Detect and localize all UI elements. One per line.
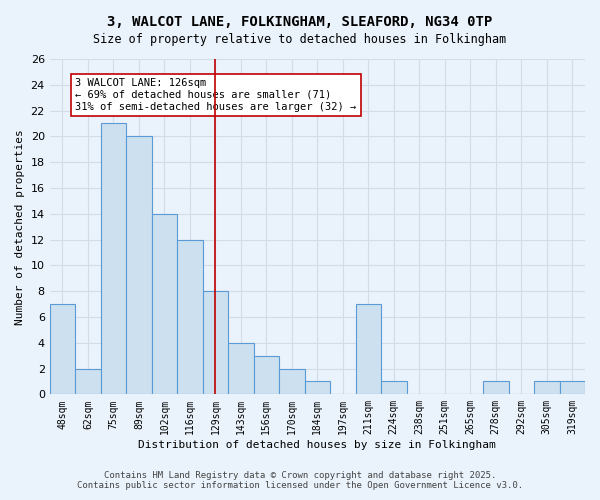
Bar (152, 214, 177, 394)
Bar (560, 382, 585, 394)
Bar (126, 136, 152, 394)
Bar (483, 382, 509, 394)
X-axis label: Distribution of detached houses by size in Folkingham: Distribution of detached houses by size … (139, 440, 496, 450)
Bar (254, 356, 279, 395)
Bar (50, 304, 75, 394)
Text: Contains HM Land Registry data © Crown copyright and database right 2025.
Contai: Contains HM Land Registry data © Crown c… (77, 470, 523, 490)
Text: Size of property relative to detached houses in Folkingham: Size of property relative to detached ho… (94, 32, 506, 46)
Bar (228, 342, 254, 394)
Bar (101, 124, 126, 394)
Bar (305, 382, 330, 394)
Bar (203, 291, 228, 395)
Text: 3, WALCOT LANE, FOLKINGHAM, SLEAFORD, NG34 0TP: 3, WALCOT LANE, FOLKINGHAM, SLEAFORD, NG… (107, 15, 493, 29)
Y-axis label: Number of detached properties: Number of detached properties (15, 129, 25, 324)
Bar (381, 382, 407, 394)
Text: 3 WALCOT LANE: 126sqm
← 69% of detached houses are smaller (71)
31% of semi-deta: 3 WALCOT LANE: 126sqm ← 69% of detached … (75, 78, 356, 112)
Bar (534, 382, 560, 394)
Bar (279, 368, 305, 394)
Bar (75, 368, 101, 394)
Bar (177, 240, 203, 394)
Bar (356, 304, 381, 394)
